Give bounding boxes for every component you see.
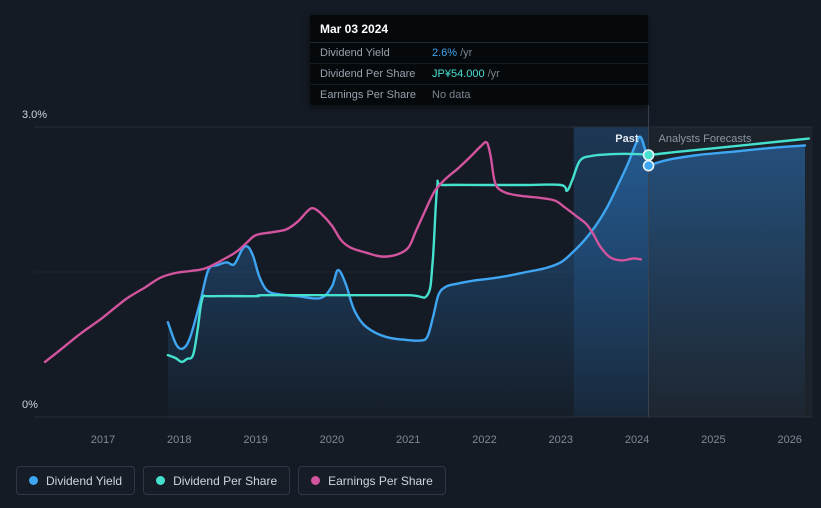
legend-item-dividend-yield[interactable]: Dividend Yield (16, 466, 136, 495)
line-earnings-per-share (43, 140, 643, 364)
line-dividend-per-share (166, 152, 650, 364)
tooltip-value-number: JP¥54.000 (432, 68, 485, 80)
x-axis-label: 2023 (549, 434, 573, 446)
chart-legend: Dividend Yield Dividend Per Share Earnin… (16, 466, 446, 495)
tooltip-row-earnings-per-share: Earnings Per Share No data (310, 85, 648, 105)
line-dividend-per-share-forecast (647, 137, 810, 157)
x-axis-label: 2021 (396, 434, 420, 446)
legend-item-earnings-per-share[interactable]: Earnings Per Share (298, 466, 446, 495)
tooltip-row-dividend-per-share: Dividend Per Share JP¥54.000/yr (310, 64, 648, 85)
tooltip-value-number: 2.6% (432, 47, 458, 59)
tooltip-value-number: No data (432, 89, 471, 101)
tooltip-value: No data (432, 89, 474, 101)
x-axis-label: 2017 (91, 434, 115, 446)
legend-dot-earnings-per-share (311, 476, 321, 485)
tooltip-value-unit: /yr (487, 68, 500, 80)
tooltip-label: Dividend Per Share (320, 68, 416, 80)
tooltip-label: Dividend Yield (320, 47, 390, 59)
x-axis-label: 2019 (243, 434, 267, 446)
legend-item-dividend-per-share[interactable]: Dividend Per Share (143, 466, 291, 495)
past-label: Past (615, 133, 639, 145)
tooltip-row-dividend-yield: Dividend Yield 2.6%/yr (310, 43, 648, 64)
line-dividend-yield-forecast (647, 144, 807, 167)
line-dividend-yield (166, 135, 650, 351)
tooltip-value: 2.6%/yr (432, 47, 472, 59)
tooltip-value: JP¥54.000/yr (432, 68, 500, 80)
legend-dot-dividend-yield (29, 476, 38, 485)
y-axis-label: 0% (22, 399, 38, 411)
tooltip-value-unit: /yr (460, 47, 473, 59)
divider-marker-dividend-yield (642, 159, 655, 172)
x-axis-label: 2022 (472, 434, 496, 446)
legend-label-dividend-yield: Dividend Yield (46, 473, 123, 488)
x-axis-label: 2020 (320, 434, 344, 446)
x-axis-label: 2024 (625, 434, 649, 446)
tooltip-label: Earnings Per Share (320, 89, 416, 101)
x-axis-label: 2025 (701, 434, 725, 446)
y-axis-label: 3.0% (22, 109, 47, 121)
analysts-forecasts-label: Analysts Forecasts (659, 133, 752, 145)
x-axis-label: 2026 (777, 434, 801, 446)
chart-tooltip: Mar 03 2024 Dividend Yield 2.6%/yr Divid… (310, 15, 648, 105)
tooltip-date: Mar 03 2024 (310, 15, 648, 43)
legend-label-dividend-per-share: Dividend Per Share (173, 473, 278, 488)
divider-marker-dividend-per-share (642, 149, 655, 161)
legend-label-earnings-per-share: Earnings Per Share (328, 473, 433, 488)
legend-dot-dividend-per-share (156, 476, 166, 485)
area-dividend-yield (167, 136, 805, 417)
x-axis-label: 2018 (167, 434, 191, 446)
